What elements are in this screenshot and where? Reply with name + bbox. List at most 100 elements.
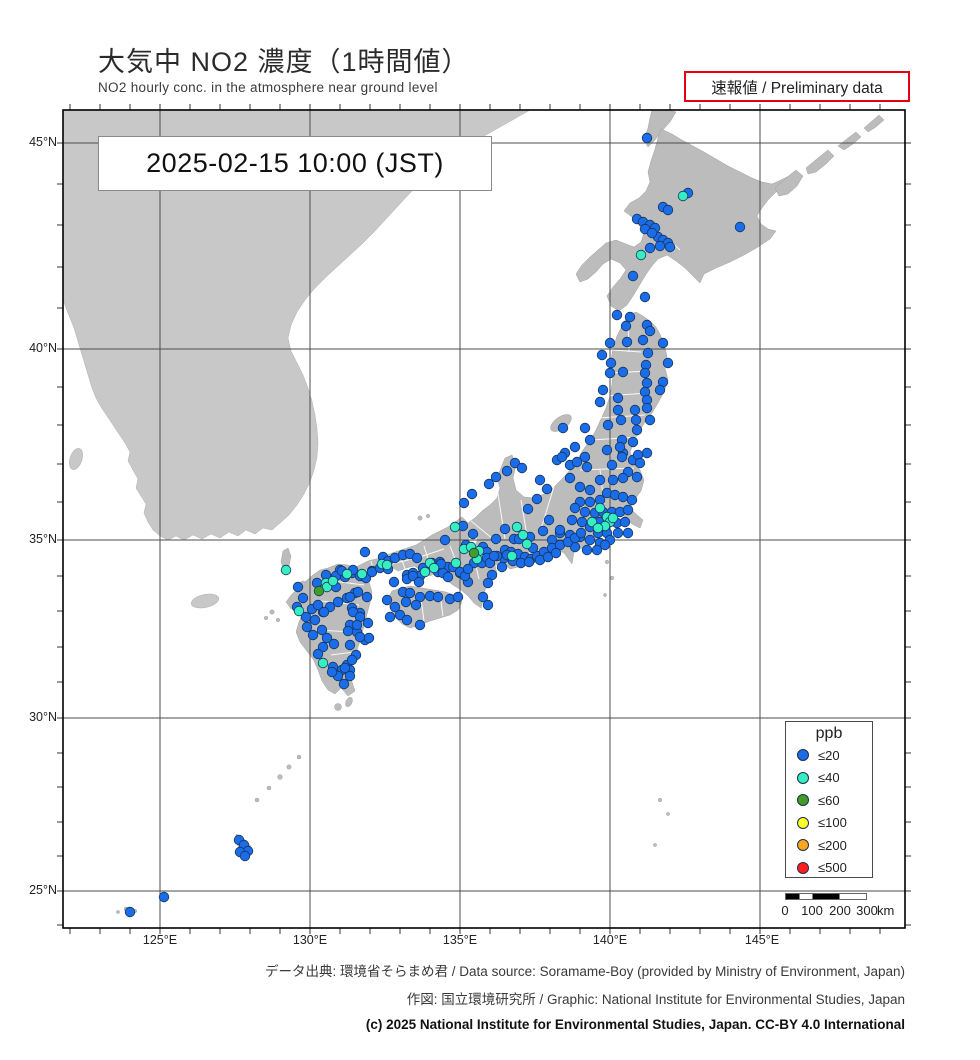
station-point bbox=[644, 325, 656, 337]
station-point bbox=[604, 337, 616, 349]
station-point bbox=[468, 547, 480, 559]
station-point bbox=[428, 562, 440, 574]
legend-row: ≤500 bbox=[786, 857, 872, 880]
station-point bbox=[341, 568, 353, 580]
station-point bbox=[571, 456, 583, 468]
monitoring-stations bbox=[124, 132, 746, 918]
station-point bbox=[607, 512, 619, 524]
station-point bbox=[522, 503, 534, 515]
footer-copyright: (c) 2025 National Institute for Environm… bbox=[365, 1017, 905, 1032]
station-point bbox=[627, 270, 639, 282]
lon-label: 125°E bbox=[142, 933, 178, 947]
station-point bbox=[541, 483, 553, 495]
station-point bbox=[401, 614, 413, 626]
station-point bbox=[318, 606, 330, 618]
station-point bbox=[511, 521, 523, 533]
station-point bbox=[328, 638, 340, 650]
station-point bbox=[347, 606, 359, 618]
timestamp-box: 2025-02-15 10:00 (JST) bbox=[98, 136, 492, 191]
station-point bbox=[317, 657, 329, 669]
station-point bbox=[591, 544, 603, 556]
station-point bbox=[606, 459, 618, 471]
station-point bbox=[615, 414, 627, 426]
station-point bbox=[639, 367, 651, 379]
lat-label: 35°N bbox=[29, 532, 57, 546]
station-point bbox=[641, 402, 653, 414]
legend-swatch-icon bbox=[797, 861, 809, 874]
station-point bbox=[309, 614, 321, 626]
station-point bbox=[293, 605, 305, 617]
station-point bbox=[313, 585, 325, 597]
station-point bbox=[316, 624, 328, 636]
station-point bbox=[637, 334, 649, 346]
station-point bbox=[467, 528, 479, 540]
station-point bbox=[344, 639, 356, 651]
legend-swatch-icon bbox=[797, 794, 809, 807]
station-point bbox=[556, 451, 568, 463]
scale-bar-unit: km bbox=[877, 903, 895, 918]
footer-graphic-credit: 作図: 国立環境研究所 / Graphic: National Institut… bbox=[406, 992, 905, 1007]
station-point bbox=[516, 462, 528, 474]
legend-rows: ≤20 ≤40 ≤60 ≤100 ≤200 ≤500 bbox=[786, 744, 872, 879]
station-point bbox=[620, 320, 632, 332]
station-point bbox=[641, 447, 653, 459]
station-point bbox=[569, 441, 581, 453]
station-point bbox=[612, 527, 624, 539]
station-point bbox=[301, 621, 313, 633]
station-point bbox=[612, 404, 624, 416]
station-point bbox=[292, 581, 304, 593]
station-point bbox=[594, 474, 606, 486]
station-point bbox=[327, 575, 339, 587]
station-point bbox=[432, 591, 444, 603]
legend-row: ≤40 bbox=[786, 767, 872, 790]
station-point bbox=[326, 666, 338, 678]
station-point bbox=[361, 591, 373, 603]
station-point bbox=[321, 632, 333, 644]
station-point bbox=[297, 592, 309, 604]
station-point bbox=[490, 471, 502, 483]
station-point bbox=[501, 465, 513, 477]
station-point bbox=[482, 577, 494, 589]
station-point bbox=[509, 457, 521, 469]
station-point bbox=[523, 556, 535, 568]
station-point bbox=[381, 594, 393, 606]
scale-bar-tick-label: 300 bbox=[856, 903, 878, 918]
station-point bbox=[557, 422, 569, 434]
small-islands bbox=[116, 513, 670, 914]
axis-ticks bbox=[57, 104, 911, 934]
station-point bbox=[654, 384, 666, 396]
lon-label: 140°E bbox=[592, 933, 628, 947]
station-point bbox=[617, 366, 629, 378]
station-point bbox=[644, 242, 656, 254]
station-point bbox=[631, 424, 643, 436]
station-point bbox=[635, 249, 647, 261]
legend-swatch-icon bbox=[797, 749, 809, 762]
station-point bbox=[307, 629, 319, 641]
station-point bbox=[581, 544, 593, 556]
station-point bbox=[597, 384, 609, 396]
station-point bbox=[554, 524, 566, 536]
legend-label: ≤40 bbox=[818, 770, 840, 786]
station-point bbox=[452, 591, 464, 603]
station-point bbox=[384, 611, 396, 623]
lon-label: 135°E bbox=[442, 933, 478, 947]
station-point bbox=[344, 591, 356, 603]
scale-bar-tick-label: 200 bbox=[829, 903, 851, 918]
island-hokkaido bbox=[575, 128, 790, 312]
station-point bbox=[607, 474, 619, 486]
scale-bar-labels: km 0 100 200 300 bbox=[781, 903, 915, 921]
station-point bbox=[381, 559, 393, 571]
station-point bbox=[124, 906, 136, 918]
station-point bbox=[622, 527, 634, 539]
station-point bbox=[359, 546, 371, 558]
station-point bbox=[602, 419, 614, 431]
station-point bbox=[594, 502, 606, 514]
station-point bbox=[239, 850, 251, 862]
island-jeju bbox=[190, 593, 220, 609]
station-point bbox=[482, 599, 494, 611]
station-point bbox=[584, 534, 596, 546]
station-point bbox=[550, 547, 562, 559]
station-point bbox=[734, 221, 746, 233]
station-point bbox=[662, 357, 674, 369]
